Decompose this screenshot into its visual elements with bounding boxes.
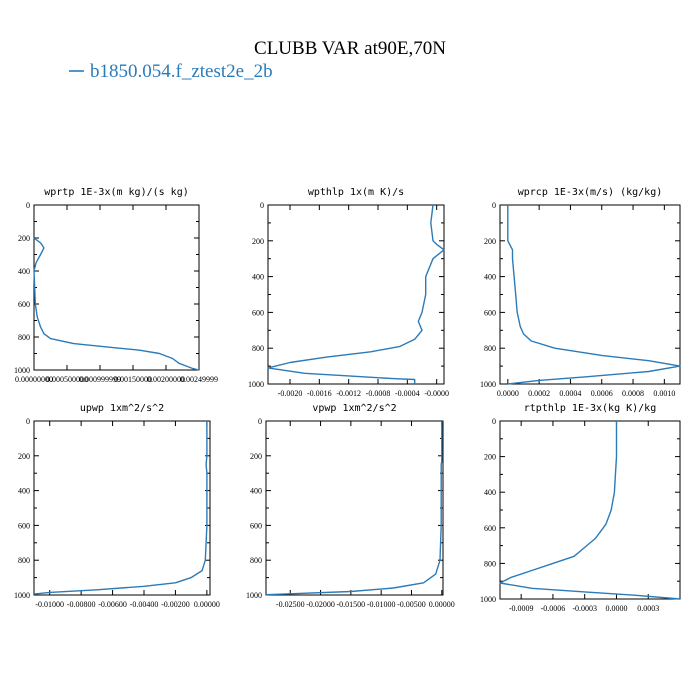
x-tick-label: -0.00600	[98, 600, 127, 609]
x-tick-label: -0.0020	[278, 389, 303, 398]
figure-title: CLUBB VAR at90E,70N	[254, 38, 446, 59]
x-tick-label: -0.00200	[161, 600, 190, 609]
x-tick-label: -0.02000	[306, 600, 335, 609]
x-tick-label: -0.00500	[397, 600, 426, 609]
y-tick-label: 400	[18, 487, 30, 496]
y-tick-label: 0	[26, 417, 30, 426]
x-tick-label: -0.0008	[366, 389, 391, 398]
chart-panel-4: upwp 1xm^2/s^202004006008001000-0.01000-…	[14, 403, 220, 609]
chart-panel-5: vpwp 1xm^2/s^202004006008001000-0.02500-…	[246, 403, 455, 609]
y-tick-label: 800	[252, 344, 264, 353]
x-tick-label: 0.0003	[637, 604, 659, 613]
legend-label: b1850.054.f_ztest2e_2b	[90, 61, 273, 82]
y-tick-label: 200	[250, 452, 262, 461]
x-tick-label: -0.0003	[572, 604, 597, 613]
y-tick-label: 200	[252, 237, 264, 246]
x-tick-label: 0.00150000	[114, 375, 152, 384]
chart-panel-1: wprtp 1E-3x(m kg)/(s kg) 0 200 400 600 800 100…	[14, 187, 218, 384]
y-tick-label: 800	[250, 556, 262, 565]
y-tick-label: 400	[18, 267, 30, 276]
y-tick-label: 600	[252, 308, 264, 317]
y-tick-label: 1000	[480, 380, 496, 389]
x-tick-label: -0.0012	[336, 389, 361, 398]
x-tick-label: -0.01000	[35, 600, 64, 609]
y-tick-label: 600	[484, 308, 496, 317]
y-tick-label: 1000	[14, 591, 30, 600]
panel-title: wprcp 1E-3x(m/s) (kg/kg)	[518, 187, 663, 198]
y-tick-label: 1000	[248, 380, 264, 389]
series-line	[499, 421, 681, 600]
y-tick-label: 0	[258, 417, 262, 426]
y-tick-label: 0	[492, 417, 496, 426]
y-tick-label: 1000	[14, 366, 30, 375]
y-tick-label: 600	[484, 524, 496, 533]
x-tick-label: 0.0000	[605, 604, 627, 613]
chart-panel-6: rtpthlp 1E-3x(kg K)/kg 0 200 400 600 800 1000 -…	[480, 403, 681, 613]
y-tick-label: 0	[260, 201, 264, 210]
x-tick-label: 0.00000	[194, 600, 220, 609]
x-tick-label: 0.00000	[429, 600, 455, 609]
x-tick-label: -0.01500	[337, 600, 366, 609]
x-tick-label: -0.00800	[67, 600, 96, 609]
panel-title: wpthlp 1x(m K)/s	[308, 187, 404, 198]
x-tick-label: 0.0010	[653, 389, 675, 398]
x-tick-label: 0.000999999	[79, 375, 121, 384]
x-tick-label: -0.0016	[307, 389, 332, 398]
x-tick-label: 0.0008	[622, 389, 644, 398]
x-tick-label: 0.0004	[559, 389, 581, 398]
series-line	[33, 421, 208, 595]
panels-group: wprtp 1E-3x(m kg)/(s kg) 0 200 400 600 800 100…	[14, 187, 681, 613]
y-tick-label: 0	[492, 201, 496, 210]
chart-panel-2: wpthlp 1x(m K)/s 0 200 400 600 800 1000 -0.0020…	[248, 187, 449, 398]
x-tick-label: 0.00200000	[147, 375, 185, 384]
panel-title: wprtp 1E-3x(m kg)/(s kg)	[44, 187, 189, 198]
y-tick-label: 1000	[480, 595, 496, 604]
x-tick-label: -0.0006	[541, 604, 566, 613]
y-tick-label: 600	[250, 521, 262, 530]
panel-title: rtpthlp 1E-3x(kg K)/kg	[524, 403, 656, 414]
y-tick-label: 400	[252, 273, 264, 282]
y-tick-label: 800	[484, 344, 496, 353]
y-tick-label: 1000	[246, 591, 262, 600]
panel-title: upwp 1xm^2/s^2	[80, 403, 164, 414]
x-tick-label: -0.02500	[276, 600, 305, 609]
y-tick-label: 400	[250, 487, 262, 496]
x-tick-label: 0.00249999	[180, 375, 218, 384]
y-tick-label: 200	[484, 237, 496, 246]
x-tick-label: 0.000500000	[46, 375, 88, 384]
series-line	[33, 237, 200, 371]
x-tick-label: -0.00400	[130, 600, 159, 609]
y-tick-label: 600	[18, 521, 30, 530]
panel-title: vpwp 1xm^2/s^2	[312, 403, 396, 414]
y-tick-label: 200	[18, 234, 30, 243]
y-tick-label: 200	[484, 453, 496, 462]
y-tick-label: 200	[18, 452, 30, 461]
y-tick-label: 800	[484, 559, 496, 568]
x-tick-label: 0.0006	[591, 389, 613, 398]
series-line	[267, 204, 445, 384]
y-tick-label: 800	[18, 333, 30, 342]
y-tick-label: 400	[484, 488, 496, 497]
x-tick-label: 0.0000	[497, 389, 519, 398]
y-tick-label: 600	[18, 300, 30, 309]
x-tick-label: 0.0002	[528, 389, 550, 398]
series-line	[265, 421, 443, 596]
x-tick-label: -0.0009	[509, 604, 534, 613]
x-tick-label: 0.00000000	[15, 375, 53, 384]
y-tick-label: 0	[26, 201, 30, 210]
x-tick-label: -0.01000	[367, 600, 396, 609]
x-tick-label: -0.0004	[395, 389, 420, 398]
y-tick-label: 400	[484, 273, 496, 282]
x-tick-label: -0.0000	[424, 389, 449, 398]
chart-panel-3: wprcp 1E-3x(m/s) (kg/kg) 0 200 400 600 800 100…	[480, 187, 681, 398]
y-tick-label: 800	[18, 556, 30, 565]
series-line	[507, 205, 681, 385]
